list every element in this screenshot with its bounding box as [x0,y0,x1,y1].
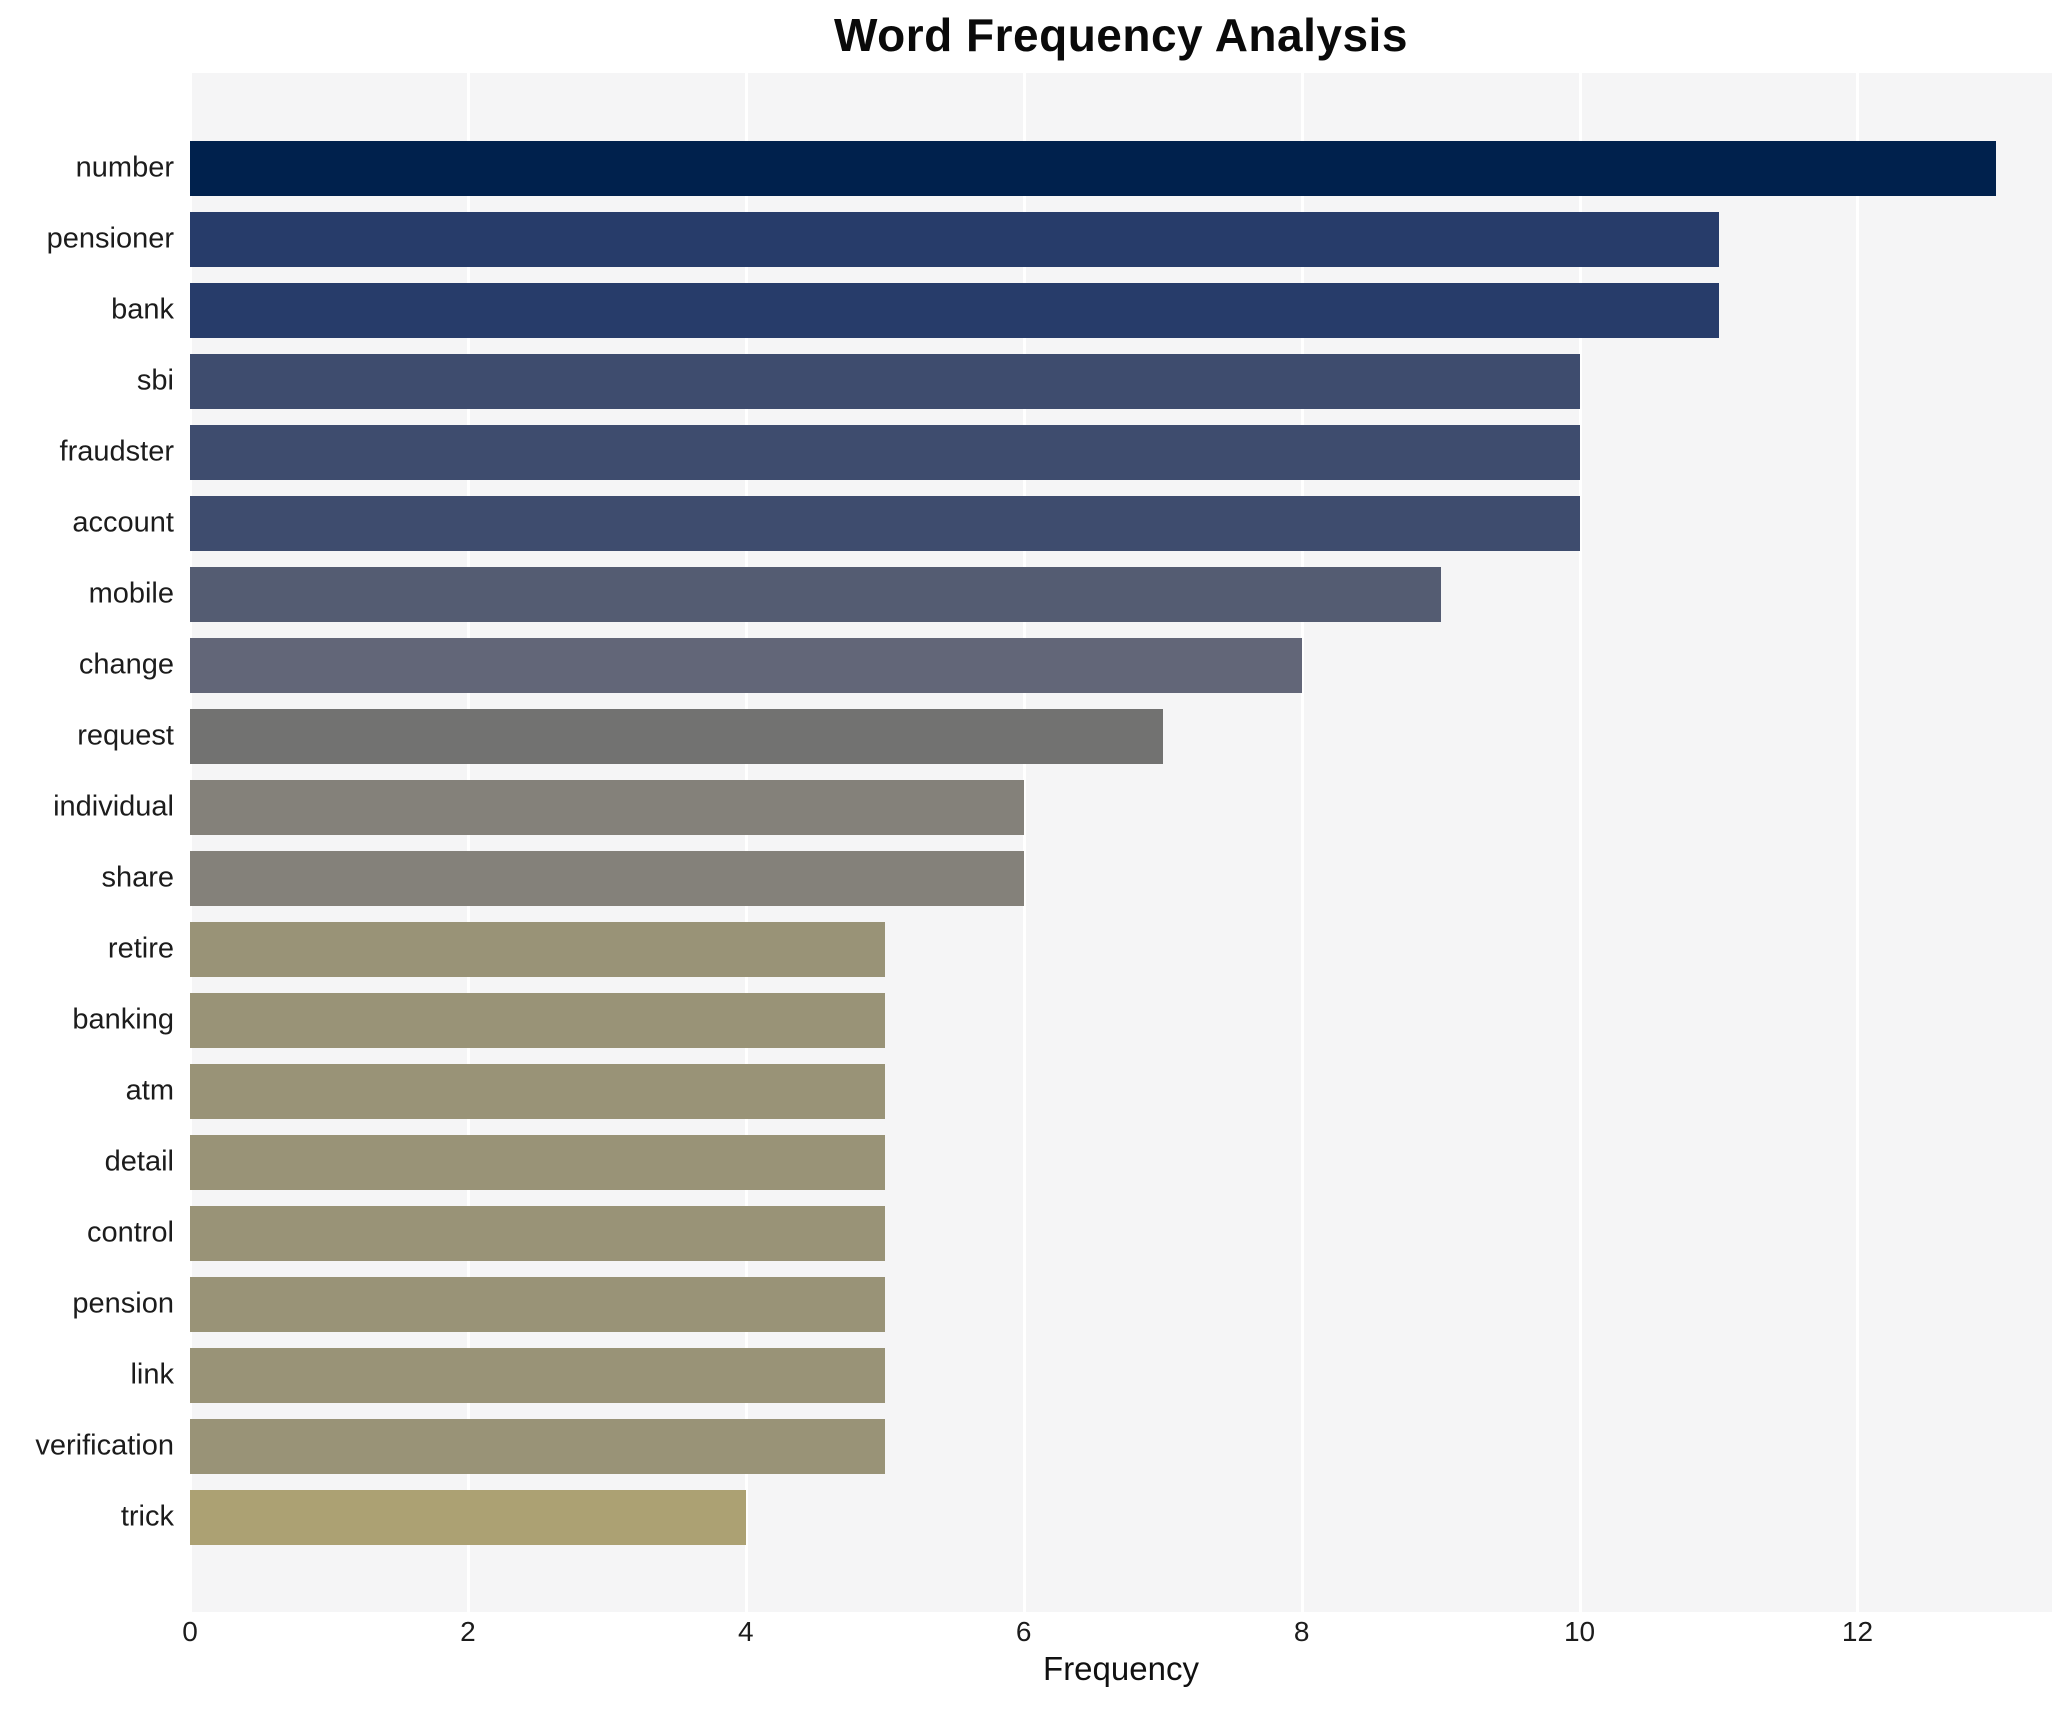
gridline-x-4 [744,73,748,1612]
x-tick-label-2: 2 [460,1616,476,1647]
y-tick-label-detail: detail [104,1145,174,1178]
bar-row-individual: individual [53,779,2052,835]
y-tick-label-number: number [75,151,174,184]
x-tick-label-8: 8 [1293,1616,1310,1647]
bar-fraudster [190,424,1580,480]
bar-row-control: control [87,1205,2052,1261]
bar-row-atm: atm [126,1063,2052,1119]
bar-row-retire: retire [108,921,2052,977]
bar-row-bank: bank [111,282,2052,338]
bar-row-fraudster: fraudster [60,424,2052,480]
bar-row-share: share [101,850,2052,906]
y-tick-label-verification: verification [35,1429,174,1462]
gridline-x-8 [1300,73,1304,1612]
x-tick-label-12: 12 [1841,1616,1874,1647]
bar-row-change: change [79,637,2052,693]
gridline-x-12 [1856,73,1860,1612]
bar-row-detail: detail [105,1134,2052,1190]
bar-trick [190,1489,746,1545]
y-tick-label-account: account [72,506,174,539]
bar-number [190,140,1997,196]
x-tick-label-6: 6 [1015,1616,1032,1647]
y-tick-label-pensioner: pensioner [46,222,174,255]
y-tick-label-sbi: sbi [136,364,174,397]
bar-row-request: request [77,708,2052,764]
gridline-x-2 [466,73,470,1612]
bar-row-trick: trick [121,1489,2052,1545]
x-tick-label-10: 10 [1563,1616,1596,1647]
bar-share [190,850,1024,906]
gridline-x-6 [1022,73,1026,1612]
bar-mobile [190,566,1441,622]
bar-individual [190,779,1024,835]
y-tick-label-pension: pension [72,1287,174,1320]
bar-pension [190,1276,885,1332]
bar-request [190,708,1163,764]
bar-row-number: number [76,140,2052,196]
bar-row-mobile: mobile [89,566,2052,622]
plot-area: number pensioner bank sbi fraudster account mo… [35,73,2052,1612]
bar-change [190,637,1302,693]
y-tick-label-request: request [77,719,174,752]
gridline-x-0 [189,73,192,1612]
y-tick-label-bank: bank [111,293,174,326]
x-axis-title: Frequency [1043,1650,1199,1687]
y-tick-label-banking: banking [72,1003,174,1036]
bar-account [190,495,1580,551]
x-tick-label-0: 0 [182,1616,198,1647]
bar-bank [190,282,1719,338]
bar-pensioner [190,211,1719,267]
x-axis-ticks: 0 2 4 6 8 10 12 [182,1616,2052,1650]
y-tick-label-mobile: mobile [88,577,174,610]
y-tick-label-trick: trick [120,1500,174,1533]
y-tick-label-link: link [130,1358,174,1391]
bar-group: number pensioner bank sbi fraudster account mo… [35,73,2052,1612]
bar-row-link: link [130,1347,2052,1403]
bar-row-verification: verification [35,1418,2052,1474]
y-tick-label-change: change [78,648,174,681]
y-tick-label-retire: retire [107,932,174,965]
y-tick-label-share: share [101,861,174,894]
bar-atm [190,1063,885,1119]
bar-detail [190,1134,885,1190]
y-tick-label-individual: individual [53,790,174,823]
bar-verification [190,1418,885,1474]
y-tick-label-atm: atm [125,1074,174,1107]
bar-row-banking: banking [72,992,2052,1048]
bar-link [190,1347,885,1403]
gridline-x-10 [1578,73,1582,1612]
y-tick-label-fraudster: fraudster [59,435,174,468]
bar-row-pensioner: pensioner [47,211,2052,267]
bar-control [190,1205,885,1261]
bar-row-account: account [72,495,2052,551]
bar-row-pension: pension [72,1276,2052,1332]
bar-retire [190,921,885,977]
chart-title: Word Frequency Analysis [834,9,1408,61]
bar-row-sbi: sbi [137,353,2052,409]
bar-sbi [190,353,1580,409]
y-tick-label-control: control [86,1216,174,1249]
x-tick-label-4: 4 [738,1616,754,1647]
bar-banking [190,992,885,1048]
